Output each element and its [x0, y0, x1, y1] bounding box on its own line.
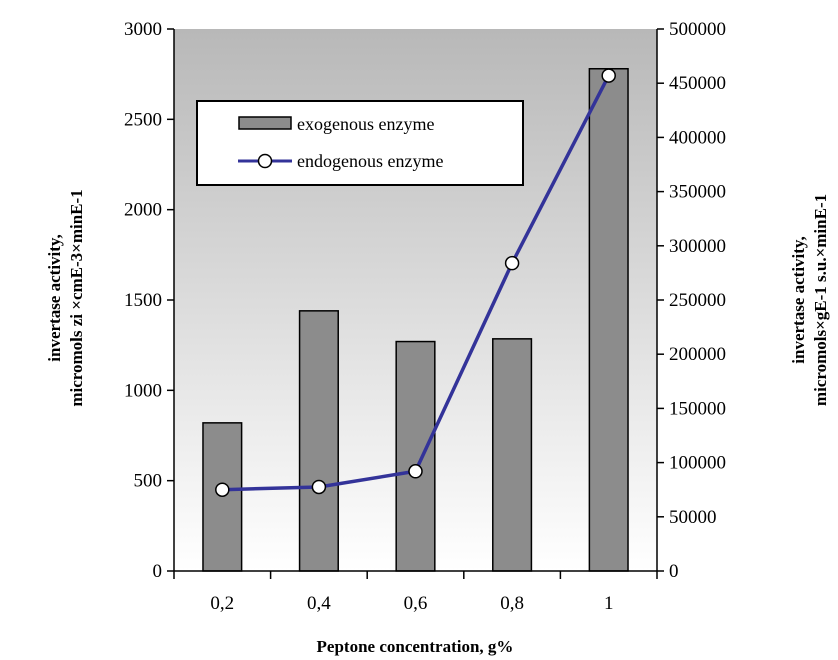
y-left-title-line-1: invertase activity, [45, 234, 64, 361]
legend-line-marker [257, 153, 273, 169]
y-left-tick-label: 3000 [124, 19, 162, 40]
y-left-tick-label: 0 [153, 561, 163, 582]
bar-2 [395, 340, 436, 572]
y-left-tick-label: 2000 [124, 200, 162, 221]
legend-bar-swatch [238, 116, 292, 130]
y-left-tick-label: 1000 [124, 380, 162, 401]
endogenous-point-4 [601, 68, 616, 83]
endogenous-point-1 [311, 479, 327, 495]
y-right-tick-label: 200000 [669, 344, 726, 365]
x-axis-title: Peptone concentration, g% [317, 637, 514, 656]
y-right-tick-label: 500000 [669, 19, 726, 40]
y-right-tick-label: 300000 [669, 236, 726, 257]
x-tick-label: 1 [604, 593, 614, 614]
y-right-tick-label: 150000 [669, 398, 726, 419]
x-tick-label: 0,4 [307, 593, 331, 614]
x-tick-label: 0,2 [210, 593, 234, 614]
y-right-tick-label: 450000 [669, 73, 726, 94]
legend-label-endogenous: endogenous enzyme [297, 151, 443, 171]
legend-box [196, 100, 524, 186]
y-right-title-line-2: micromols×gE-1 s.u.×minE-1 [811, 194, 830, 406]
y-left-title-line-2: micromols zi ×cmE-3×minE-1 [67, 189, 86, 406]
endogenous-point-3 [504, 255, 520, 271]
bar-1 [298, 310, 339, 572]
endogenous-point-0 [215, 482, 230, 497]
x-tick-label: 0,6 [404, 593, 428, 614]
x-tick-label: 0,8 [500, 593, 524, 614]
bar-4 [588, 67, 629, 572]
y-right-tick-label: 250000 [669, 290, 726, 311]
y-right-tick-label: 0 [669, 561, 679, 582]
bar-3 [492, 338, 533, 572]
y-right-tick-label: 350000 [669, 182, 726, 203]
y-right-tick-label: 400000 [669, 127, 726, 148]
y-left-tick-label: 500 [134, 471, 163, 492]
y-right-tick-label: 100000 [669, 453, 726, 474]
y-left-tick-label: 2500 [124, 109, 162, 130]
y-right-tick-label: 50000 [669, 507, 717, 528]
y-right-title-line-1: invertase activity, [789, 236, 808, 363]
y-left-tick-label: 1500 [124, 290, 162, 311]
legend: exogenous enzyme endogenous enzyme [196, 100, 524, 186]
endogenous-point-2 [408, 464, 423, 479]
legend-label-exogenous: exogenous enzyme [297, 114, 434, 134]
